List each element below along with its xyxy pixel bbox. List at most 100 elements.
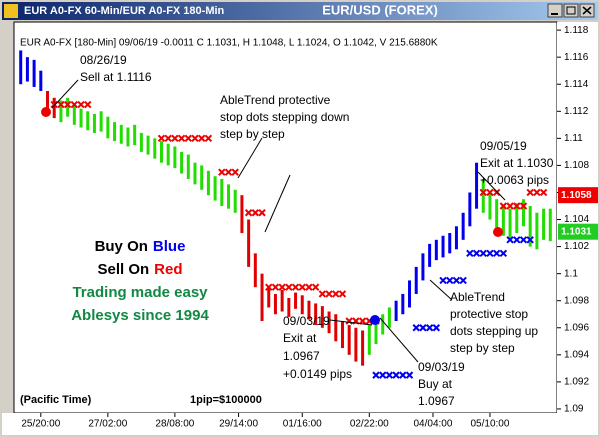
stop-dot-blue	[446, 276, 454, 285]
annotation: 09/03/19	[283, 314, 330, 328]
stop-dot-red	[291, 283, 300, 291]
stop-dot-red	[84, 100, 92, 109]
symbol-title: EUR/USD (FOREX)	[322, 2, 438, 17]
annotation: AbleTrend	[450, 290, 505, 304]
stop-dot-blue	[385, 371, 394, 379]
annotation: step by step	[220, 127, 285, 141]
stop-dot-blue	[452, 276, 461, 285]
slogan-buy: Buy On Blue	[95, 238, 186, 255]
y-tick-label: 1.102	[564, 241, 589, 252]
stop-dot-red	[519, 202, 528, 210]
stop-dot-red	[63, 100, 72, 109]
buy-dot	[370, 315, 380, 325]
annotation: dots stepping up	[450, 324, 538, 338]
x-tick-label: 29/14:00	[219, 419, 258, 430]
y-tick-label: 1.118	[564, 25, 589, 36]
x-axis-area	[2, 413, 598, 435]
annotation: protective stop	[450, 307, 528, 321]
maximize-button[interactable]	[563, 3, 579, 18]
stop-dot-blue	[526, 236, 534, 244]
stop-dot-red	[325, 290, 333, 298]
stop-dot-blue	[439, 276, 447, 285]
stop-dot-red	[479, 188, 487, 197]
x-tick-label: 04/04:00	[414, 419, 453, 430]
stop-dot-red	[157, 134, 166, 143]
slogan-line: Ablesys since 1994	[71, 307, 209, 324]
pip-note: 1pip=$100000	[190, 394, 262, 406]
stop-dot-red	[513, 202, 521, 210]
stop-dot-red	[231, 168, 239, 176]
y-tick-label: 1.1	[564, 268, 578, 279]
stop-dot-red	[285, 283, 293, 291]
annotation: 1.0967	[283, 349, 320, 363]
stop-dot-red	[332, 290, 340, 298]
slogan-sell: Sell On Red	[97, 261, 182, 278]
stop-dot-blue	[466, 249, 474, 258]
y-axis-area	[557, 22, 598, 413]
x-tick-label: 02/22:00	[350, 419, 389, 430]
stop-dot-red	[177, 134, 186, 143]
stop-dot-red	[338, 290, 347, 298]
stop-dot-red	[251, 209, 260, 217]
stop-dot-red	[506, 202, 514, 210]
stop-dot-red	[305, 283, 313, 291]
slogan-text: Sell On	[97, 261, 149, 278]
stop-dot-red	[539, 188, 548, 197]
stop-dot-red	[265, 283, 273, 291]
stop-dot-red	[271, 283, 280, 291]
sell-dot	[41, 107, 51, 117]
stop-dot-blue	[392, 371, 400, 379]
annotation: +0.0149 pips	[283, 367, 352, 381]
y-tick-label: 1.11	[564, 133, 583, 144]
stop-dot-red	[244, 209, 253, 217]
exit-dot	[493, 227, 503, 237]
stop-dot-red	[191, 134, 199, 143]
stop-dot-blue	[399, 371, 407, 379]
stop-dot-red	[77, 100, 85, 109]
stop-dot-blue	[419, 324, 427, 332]
stop-dot-red	[57, 100, 65, 109]
y-tick-label: 1.108	[564, 160, 589, 171]
price-tag	[558, 223, 598, 240]
stop-dot-blue	[425, 324, 434, 332]
annotation: 09/03/19	[418, 360, 465, 374]
slogan-color: Blue	[153, 238, 186, 255]
price-tag	[558, 187, 598, 204]
stop-dot-red	[224, 168, 233, 176]
x-tick-label: 01/16:00	[283, 419, 322, 430]
stop-dot-red	[358, 317, 367, 325]
stop-dot-blue	[499, 249, 508, 258]
y-tick-label: 1.096	[564, 322, 589, 333]
annotation-arrows	[51, 79, 506, 363]
stop-dot-blue	[378, 371, 387, 379]
stop-dot-blue	[412, 324, 420, 332]
stop-dot-red	[311, 283, 320, 291]
window-buttons[interactable]	[547, 3, 595, 18]
stop-dot-red	[164, 134, 172, 143]
stop-dot-red	[171, 134, 179, 143]
annotation: +0.0063 pips	[480, 173, 549, 187]
minimize-button[interactable]	[547, 3, 563, 18]
stop-dot-blue	[472, 249, 481, 258]
stop-dot-blue	[459, 276, 467, 285]
stop-dot-blue	[479, 249, 487, 258]
timezone-note: (Pacific Time)	[20, 394, 92, 406]
info-line: EUR A0-FX [180-Min] 09/06/19 -0.0011 C 1…	[20, 38, 438, 49]
stop-dot-red	[197, 134, 206, 143]
annotation: step by step	[450, 341, 515, 355]
annotation: AbleTrend protective	[220, 93, 331, 107]
price-tag-label: 1.1058	[561, 190, 592, 201]
app-icon	[4, 4, 18, 18]
x-tick-label: 05/10:00	[470, 419, 509, 430]
stop-dot-blue	[372, 371, 380, 379]
stop-dot-blue	[432, 324, 441, 332]
y-tick-label: 1.094	[564, 349, 589, 360]
slogan-color: Red	[154, 261, 182, 278]
y-tick-label: 1.09	[564, 404, 584, 415]
stop-dot-red	[499, 202, 508, 210]
stop-dot-blue	[486, 249, 494, 258]
stop-dot-blue	[405, 371, 414, 379]
annotation: Buy at	[418, 377, 453, 391]
y-tick-label: 1.112	[564, 106, 589, 117]
stop-dot-red	[184, 134, 193, 143]
